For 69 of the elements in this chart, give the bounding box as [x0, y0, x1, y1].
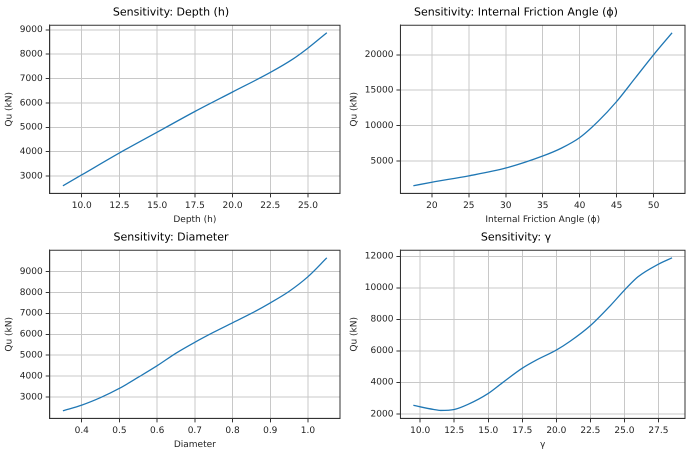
x-tick-label: 22.5: [260, 201, 280, 212]
x-tick-label: 0.9: [263, 426, 278, 436]
y-tick-label: 12000: [364, 252, 394, 262]
x-tick-label: 30: [500, 201, 512, 212]
line-series: [412, 257, 673, 412]
x-tick-label: 10.0: [72, 201, 92, 212]
y-tick-label: 7000: [20, 308, 43, 319]
x-tick-label: 0.6: [150, 426, 165, 436]
x-axis-title: Depth (h): [173, 214, 216, 225]
chart-title: Sensitivity: Internal Friction Angle (ϕ): [414, 5, 618, 18]
y-tick-label: 9000: [20, 266, 43, 277]
line-series: [412, 32, 673, 186]
x-tick-label: 25: [463, 201, 475, 212]
x-axis-title: Internal Friction Angle (ϕ): [485, 214, 600, 225]
chart-title: Sensitivity: γ: [480, 230, 552, 244]
chart-title: Sensitivity: Depth (h): [112, 5, 230, 18]
x-tick-label: 25.0: [614, 426, 635, 436]
y-tick-label: 10000: [364, 120, 394, 131]
line-series: [62, 257, 328, 412]
y-tick-label: 6000: [20, 98, 43, 108]
y-tick-label: 5000: [20, 122, 43, 133]
x-tick-label: 0.5: [112, 426, 127, 436]
x-tick-label: 22.5: [580, 426, 600, 436]
x-tick-label: 35: [536, 201, 548, 212]
y-tick-label: 4000: [370, 378, 394, 388]
x-tick-label: 20: [426, 201, 438, 212]
x-tick-label: 40: [574, 201, 586, 212]
x-tick-label: 17.5: [184, 201, 205, 212]
y-axis-title: Qu (kN): [350, 316, 360, 352]
x-tick-label: 15.0: [478, 426, 499, 436]
x-tick-label: 45: [610, 201, 622, 212]
y-tick-label: 20000: [364, 50, 394, 60]
y-axis-title: Qu (kN): [4, 316, 15, 352]
x-tick-label: 15.0: [147, 201, 168, 212]
x-tick-label: 0.8: [225, 426, 240, 436]
x-axis-title: γ: [540, 440, 546, 450]
chart-title: Sensitivity: Diameter: [113, 230, 229, 244]
y-tick-label: 4000: [20, 147, 43, 158]
y-tick-label: 8000: [20, 288, 43, 298]
y-tick-label: 2000: [370, 409, 394, 420]
y-tick-label: 6000: [370, 346, 394, 356]
x-tick-label: 0.7: [188, 426, 202, 436]
y-tick-label: 6000: [20, 330, 43, 340]
x-tick-label: 12.5: [109, 201, 130, 212]
y-tick-label: 5000: [20, 350, 43, 361]
x-tick-label: 25.0: [298, 201, 318, 212]
y-tick-label: 10000: [364, 283, 394, 294]
x-tick-label: 20.0: [546, 426, 567, 436]
y-tick-label: 8000: [20, 50, 43, 60]
x-tick-label: 17.5: [512, 426, 532, 436]
x-tick-label: 1.0: [300, 426, 316, 436]
y-axis-title: Qu (kN): [4, 92, 15, 127]
y-tick-label: 3000: [20, 171, 43, 182]
x-tick-label: 10.0: [410, 426, 430, 436]
y-tick-label: 4000: [20, 372, 43, 382]
x-tick-label: 0.4: [74, 426, 90, 436]
x-tick-label: 27.5: [648, 426, 668, 436]
y-tick-label: 5000: [370, 156, 394, 166]
y-tick-label: 7000: [20, 74, 43, 84]
y-tick-label: 9000: [20, 25, 43, 36]
y-tick-label: 8000: [370, 314, 394, 325]
x-tick-label: 20.0: [222, 201, 243, 212]
y-axis-title: Qu (kN): [350, 92, 360, 127]
x-tick-label: 50: [648, 201, 660, 212]
y-tick-label: 15000: [364, 86, 394, 96]
x-axis-title: Diameter: [174, 440, 216, 450]
y-tick-label: 3000: [20, 392, 43, 402]
x-tick-label: 12.5: [444, 426, 464, 436]
line-series: [62, 32, 328, 186]
